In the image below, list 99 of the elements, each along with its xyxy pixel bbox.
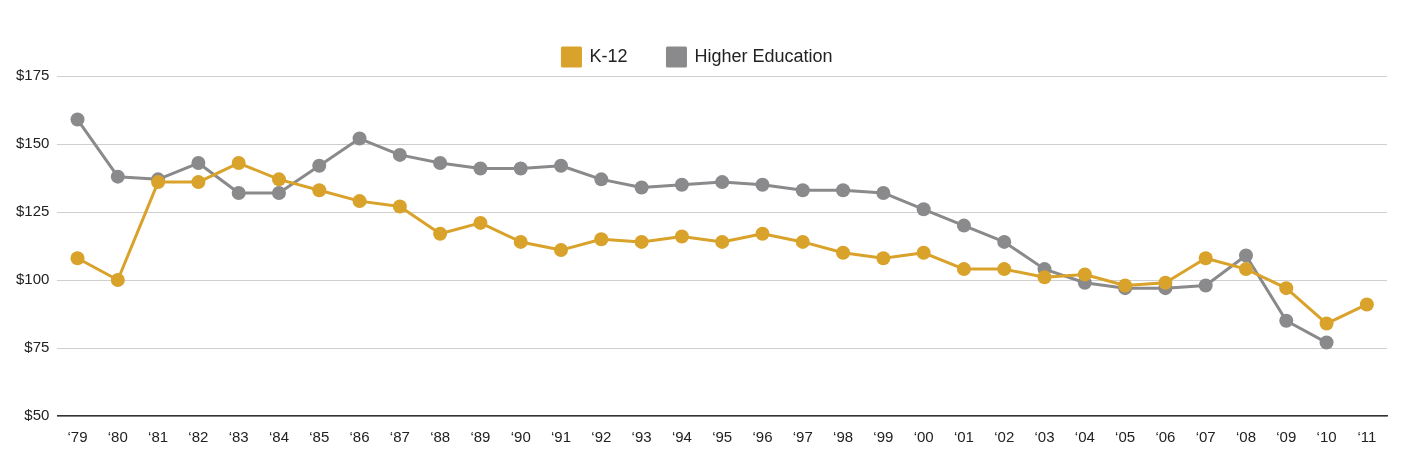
point: [1359, 297, 1374, 312]
x-tick-label: ‘91: [551, 428, 572, 446]
point: [836, 245, 851, 260]
point: [1077, 267, 1092, 282]
x-tick-label: ‘04: [1074, 428, 1095, 446]
point: [352, 131, 367, 146]
x-tick-label: ‘05: [1115, 428, 1136, 446]
point: [513, 234, 528, 249]
point: [554, 243, 569, 258]
point: [755, 177, 770, 192]
x-tick-label: ‘01: [953, 428, 974, 446]
point: [876, 251, 891, 266]
point: [916, 245, 931, 260]
point: [392, 199, 407, 214]
point: [795, 183, 810, 198]
point: [1238, 248, 1253, 263]
x-tick-label: ‘98: [833, 428, 854, 446]
point: [916, 202, 931, 217]
x-tick-label: ‘94: [671, 428, 692, 446]
point: [554, 158, 569, 173]
point: [1319, 335, 1334, 350]
point: [191, 175, 206, 190]
point: [1279, 313, 1294, 328]
point: [836, 183, 851, 198]
point: [956, 262, 971, 277]
x-tick-label: ‘99: [873, 428, 894, 446]
point: [634, 234, 649, 249]
x-tick-label: ‘09: [1276, 428, 1297, 446]
point: [312, 183, 327, 198]
legend-label: K-12: [589, 45, 628, 66]
point: [110, 169, 125, 184]
point: [70, 251, 85, 266]
point: [433, 156, 448, 171]
point: [312, 158, 327, 173]
y-tick-label: $50: [24, 406, 50, 424]
legend-label: Higher Education: [694, 45, 833, 66]
point: [1158, 275, 1173, 290]
point: [1238, 262, 1253, 277]
point: [271, 185, 286, 200]
x-tick-label: ‘07: [1195, 428, 1216, 446]
point: [473, 215, 488, 230]
y-tick-label: $125: [15, 202, 50, 220]
y-tick-label: $75: [24, 338, 50, 356]
point: [674, 229, 689, 244]
x-tick-label: ‘90: [510, 428, 531, 446]
point: [876, 185, 891, 200]
point: [1037, 270, 1052, 285]
point: [956, 218, 971, 233]
point: [1198, 251, 1213, 266]
point: [1198, 278, 1213, 293]
x-tick-label: ‘92: [591, 428, 612, 446]
x-tick-label: ‘83: [228, 428, 249, 446]
point: [70, 112, 85, 127]
point: [1279, 281, 1294, 296]
y-tick-label: $150: [15, 134, 50, 152]
x-tick-label: ‘87: [389, 428, 410, 446]
x-tick-label: ‘10: [1316, 428, 1337, 446]
x-tick-label: ‘96: [752, 428, 773, 446]
x-tick-label: ‘06: [1155, 428, 1176, 446]
y-tick-label: $175: [15, 66, 50, 84]
point: [433, 226, 448, 241]
point: [513, 161, 528, 176]
x-tick-label: ‘97: [792, 428, 813, 446]
point: [795, 234, 810, 249]
x-tick-label: ‘82: [188, 428, 209, 446]
x-tick-label: ‘02: [994, 428, 1015, 446]
point: [674, 177, 689, 192]
point: [191, 156, 206, 171]
x-tick-label: ‘00: [913, 428, 934, 446]
point: [392, 147, 407, 162]
x-tick-label: ‘03: [1034, 428, 1055, 446]
x-tick-label: ‘88: [430, 428, 451, 446]
point: [473, 161, 488, 176]
x-tick-label: ‘11: [1357, 428, 1377, 446]
x-tick-label: ‘86: [349, 428, 370, 446]
point: [352, 194, 367, 209]
point: [715, 234, 730, 249]
y-tick-label: $100: [15, 270, 50, 288]
x-tick-label: ‘84: [268, 428, 289, 446]
point: [271, 172, 286, 187]
x-tick-label: ‘79: [67, 428, 88, 446]
point: [634, 180, 649, 195]
point: [715, 175, 730, 190]
point: [1319, 316, 1334, 331]
point: [110, 273, 125, 287]
x-tick-label: ‘93: [631, 428, 652, 446]
x-tick-label: ‘89: [470, 428, 491, 446]
point: [997, 262, 1012, 277]
point: [231, 156, 246, 171]
point: [594, 172, 609, 187]
x-tick-label: ‘95: [712, 428, 733, 446]
x-tick-label: ‘80: [107, 428, 128, 446]
point: [997, 234, 1012, 249]
point: [755, 226, 770, 241]
point: [231, 185, 246, 200]
point: [594, 232, 609, 247]
x-tick-label: ‘81: [148, 428, 169, 446]
x-tick-label: ‘85: [309, 428, 330, 446]
x-tick-label: ‘08: [1235, 428, 1256, 446]
